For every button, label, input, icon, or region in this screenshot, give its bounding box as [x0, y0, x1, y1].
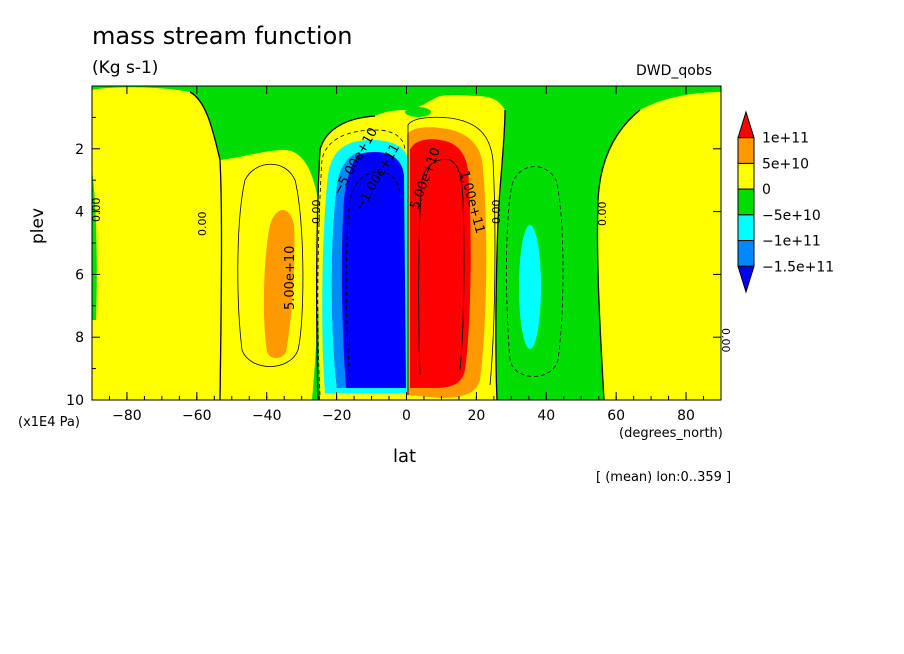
region-blue-edge	[331, 152, 360, 388]
colorbar-swatch	[737, 162, 755, 190]
colorbar-label: 0	[762, 182, 771, 198]
contour-line-zero-sh	[189, 91, 223, 400]
x-tick-label: −60	[182, 408, 212, 424]
x-tick-label: 20	[467, 408, 485, 424]
contour-label: 0.00	[90, 198, 103, 223]
contour-line-nh-hadley-outer	[407, 116, 496, 395]
contour-label: 0.00	[196, 212, 209, 237]
x-tick-label: 0	[402, 408, 411, 424]
contour-line-nh-hadley-inner	[418, 159, 465, 376]
colorbar-label: 5e+10	[762, 156, 809, 172]
region-green-nh	[496, 128, 598, 400]
colorbar-label: −5e+10	[762, 208, 821, 224]
y-axis-unit: (x1E4 Pa)	[18, 415, 80, 430]
colorbar-label: −1e+11	[762, 234, 821, 250]
contour-line-sh-hadley-outer	[317, 129, 406, 396]
y-tick-label: 4	[75, 205, 84, 221]
region-green-edge	[92, 170, 97, 320]
y-tick-label: 8	[75, 330, 84, 346]
x-tick-label: −80	[112, 408, 142, 424]
region-orange-sh	[263, 210, 295, 358]
chart-title: mass stream function	[92, 22, 353, 50]
region-yellow-nh	[597, 92, 721, 400]
x-axis-unit: (degrees_north)	[619, 426, 723, 441]
x-tick-label: −40	[252, 408, 282, 424]
y-tick-label: 10	[66, 393, 84, 409]
colorbar-label: 1e+11	[762, 131, 809, 147]
region-red-nh	[410, 139, 471, 388]
y-tick-label: 2	[75, 142, 84, 158]
contour-label: 0.00	[490, 200, 503, 225]
dataset-name: DWD_qobs	[636, 63, 713, 79]
contour-line-zero-tropic-s	[316, 115, 376, 400]
x-tick-label: 40	[537, 408, 555, 424]
x-axis-label: lat	[393, 446, 417, 467]
contour-line-zero-tropic-n	[495, 109, 506, 400]
x-axis: −80 −60 −40 −20 0 20 40 60 80	[91, 86, 722, 424]
contour-label: 0.00	[596, 202, 609, 227]
x-tick-label: −20	[322, 408, 352, 424]
contour-line-sh-ferrel	[237, 163, 304, 367]
contour-line-nh-ferrel	[506, 166, 564, 377]
colorbar-swatch	[737, 240, 755, 267]
colorbar-label: −1.5e+11	[762, 259, 834, 275]
colorbar-swatch	[737, 214, 755, 242]
footer-note: [ (mean) lon:0..359 ]	[596, 470, 732, 485]
x-tick-label: 60	[607, 408, 625, 424]
chart-units: (Kg s-1)	[92, 58, 159, 78]
colorbar-swatch	[737, 137, 755, 164]
colorbar: 1e+11 5e+10 0 −5e+10 −1e+11 −1.5e+11	[737, 110, 834, 294]
contour-label: 0.00	[719, 328, 732, 353]
colorbar-swatch	[737, 188, 755, 216]
colorbar-swatch	[737, 265, 755, 294]
colorbar-swatch	[737, 110, 755, 139]
x-tick-label: 80	[677, 408, 695, 424]
region-blue-sh	[331, 152, 406, 388]
region-cyan-nh	[519, 225, 541, 349]
y-tick-label: 6	[75, 267, 84, 283]
contour-label: 5.00e+10	[283, 246, 298, 310]
contour-line-zero-nh	[596, 109, 641, 400]
contour-fill-layer	[92, 86, 721, 400]
contour-lines	[189, 91, 641, 400]
contour-label: 0.00	[310, 200, 323, 225]
region-green-blob	[405, 107, 431, 117]
y-axis: 2 4 6 8 10	[66, 116, 721, 409]
